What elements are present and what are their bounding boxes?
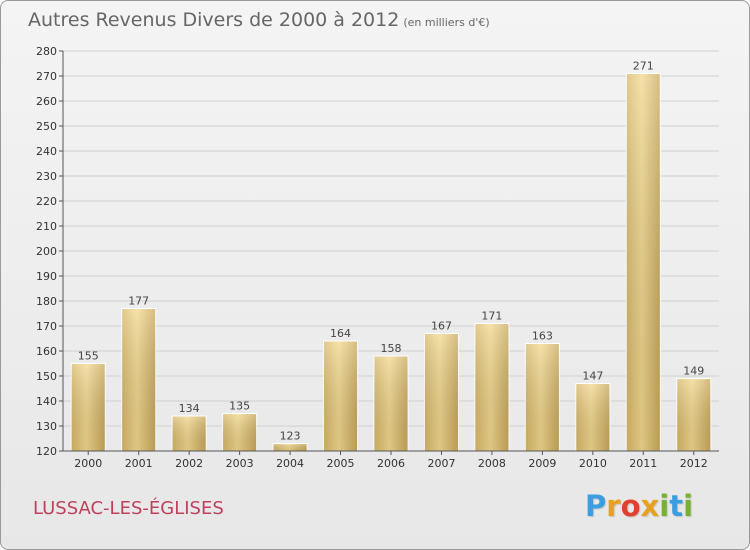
x-tick-label: 2010: [579, 457, 607, 470]
y-tick-label: 240: [36, 145, 57, 158]
y-tick-label: 150: [36, 370, 57, 383]
y-tick-label: 200: [36, 245, 57, 258]
y-tick-label: 260: [36, 95, 57, 108]
bar-value-label: 158: [381, 342, 402, 355]
y-tick-label: 160: [36, 345, 57, 358]
axis-layer: 120 130 140 150 160 170 180 190 200 210 220 230 240 2…: [36, 45, 719, 470]
bar-value-label: 177: [128, 295, 149, 308]
logo-letter: i: [659, 489, 670, 523]
bar-shade: [676, 378, 711, 451]
bar-value-label: 149: [683, 365, 704, 378]
x-tick-label: 2005: [327, 457, 355, 470]
bar-shade: [323, 341, 358, 451]
logo-letter: i: [683, 489, 694, 523]
y-tick-label: 180: [36, 295, 57, 308]
logo-letter: o: [620, 489, 641, 523]
bars-layer: 155 177 134 135 123 164 158 167 171 163 147 271 149: [70, 60, 712, 452]
logo-letter: t: [669, 489, 684, 523]
bar-value-label: 155: [78, 350, 99, 363]
x-tick-label: 2000: [74, 457, 102, 470]
y-tick-label: 210: [36, 220, 57, 233]
bar-value-label: 164: [330, 327, 351, 340]
x-tick-label: 2001: [125, 457, 153, 470]
y-tick-label: 120: [36, 445, 57, 458]
chart-title: Autres Revenus Divers de 2000 à 2012 (en …: [28, 9, 490, 31]
bar-shade: [474, 323, 509, 451]
logo-letter: P: [585, 489, 607, 523]
y-tick-label: 170: [36, 320, 57, 333]
x-tick-label: 2003: [226, 457, 254, 470]
bar-value-label: 271: [633, 60, 654, 73]
logo-letter: r: [606, 489, 621, 523]
bar-shade: [525, 343, 560, 451]
y-tick-label: 140: [36, 395, 57, 408]
x-tick-label: 2011: [629, 457, 657, 470]
x-tick-label: 2008: [478, 457, 506, 470]
y-tick-label: 130: [36, 420, 57, 433]
bar-value-label: 123: [280, 430, 301, 443]
y-tick-label: 270: [36, 70, 57, 83]
bar-shade: [121, 308, 156, 451]
x-tick-label: 2009: [528, 457, 556, 470]
logo-letter: x: [640, 489, 660, 523]
bar-shade: [424, 333, 459, 451]
bar-value-label: 147: [582, 370, 603, 383]
x-tick-label: 2006: [377, 457, 405, 470]
bar-value-label: 135: [229, 400, 250, 413]
proxiti-logo: Proxiti: [585, 489, 693, 523]
bar-shade: [172, 416, 207, 451]
bar-shade: [273, 443, 308, 451]
bar-shade: [71, 363, 106, 451]
chart-title-text: Autres Revenus Divers de 2000 à 2012: [28, 9, 400, 31]
x-tick-label: 2002: [175, 457, 203, 470]
x-tick-label: 2007: [427, 457, 455, 470]
bar-value-label: 167: [431, 320, 452, 333]
bar-value-label: 163: [532, 330, 553, 343]
bar-value-label: 134: [179, 402, 200, 415]
y-tick-label: 220: [36, 195, 57, 208]
bar-shade: [626, 73, 661, 451]
x-tick-label: 2012: [680, 457, 708, 470]
y-tick-label: 250: [36, 120, 57, 133]
y-tick-label: 230: [36, 170, 57, 183]
bar-shade: [374, 356, 408, 451]
x-tick-label: 2004: [276, 457, 304, 470]
bar-value-label: 171: [481, 310, 502, 323]
y-tick-label: 190: [36, 270, 57, 283]
y-tick-label: 280: [36, 45, 57, 58]
bar-shade: [222, 413, 257, 451]
commune-name: LUSSAC-LES-ÉGLISES: [33, 498, 224, 519]
bar-shade: [575, 383, 610, 451]
chart-subtitle: (en milliers d'€): [403, 16, 490, 29]
